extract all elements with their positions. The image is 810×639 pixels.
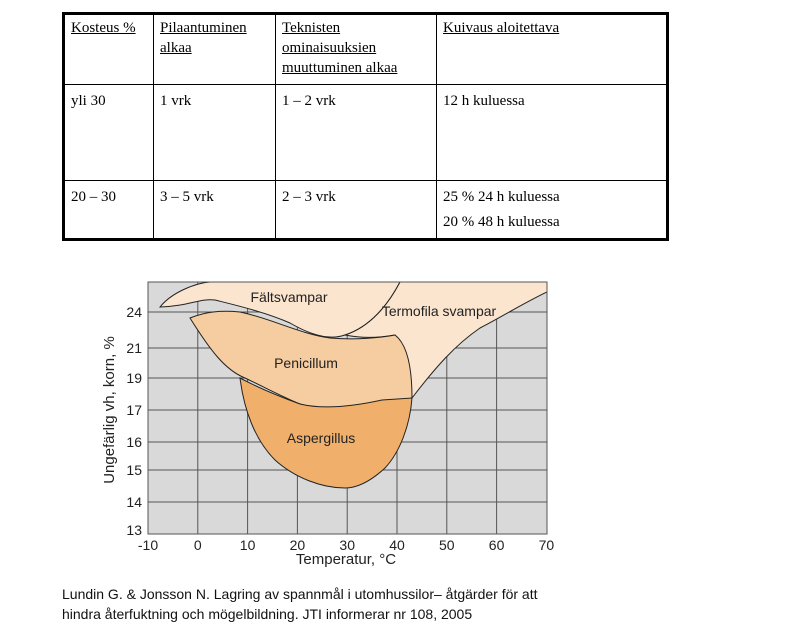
header-cell: Kuivaus aloitettava bbox=[436, 13, 668, 85]
y-tick-label: 16 bbox=[126, 434, 142, 450]
x-tick-label: 20 bbox=[290, 537, 306, 553]
caption-line: hindra återfuktning och mögelbildning. J… bbox=[62, 606, 473, 622]
y-tick-label: 17 bbox=[126, 402, 142, 418]
table-cell: 12 h kuluessa bbox=[436, 84, 668, 181]
x-tick-label: 0 bbox=[194, 537, 202, 553]
label-faltsvampar: Fältsvampar bbox=[250, 289, 327, 305]
x-tick-label: 50 bbox=[439, 537, 455, 553]
label-aspergillus: Aspergillus bbox=[287, 430, 355, 446]
cell-text: 20 – 30 bbox=[71, 189, 116, 205]
moisture-table: Kosteus % Pilaantuminen alkaa Teknisten om… bbox=[62, 12, 669, 241]
table-row: 20 – 30 3 – 5 vrk 2 – 3 vrk 25 % 24 h ku… bbox=[63, 180, 668, 240]
label-penicillum: Penicillum bbox=[274, 355, 338, 371]
label-termofila-svampar: Termofila svampar bbox=[382, 303, 497, 319]
header-cell: Pilaantuminen alkaa bbox=[153, 13, 276, 85]
header-cell: Teknisten ominaisuuksien muuttuminen alkaa bbox=[275, 13, 437, 85]
header-text: Kuivaus aloitettava bbox=[443, 20, 560, 36]
y-tick-label: 19 bbox=[126, 370, 142, 386]
y-tick-label: 13 bbox=[126, 522, 142, 538]
header-text: Kosteus % bbox=[71, 20, 136, 36]
x-tick-label: 30 bbox=[339, 537, 355, 553]
cell-text: 20 % 48 h kuluessa bbox=[443, 214, 560, 230]
cell-text: 1 vrk bbox=[160, 93, 192, 109]
header-text: ominaisuuksien bbox=[282, 40, 377, 56]
cell-text: yli 30 bbox=[71, 93, 106, 109]
source-caption: Lundin G. & Jonsson N. Lagring av spannm… bbox=[62, 584, 537, 624]
y-tick-label: 24 bbox=[126, 304, 142, 320]
header-text: Teknisten bbox=[282, 20, 341, 36]
cell-text: 12 h kuluessa bbox=[443, 93, 525, 109]
caption-line: Lundin G. & Jonsson N. Lagring av spannm… bbox=[62, 586, 538, 602]
y-tick-label: 14 bbox=[126, 494, 142, 510]
cell-text: 2 – 3 vrk bbox=[282, 189, 336, 205]
x-tick-label: -10 bbox=[138, 537, 158, 553]
table-cell: 3 – 5 vrk bbox=[153, 180, 276, 240]
y-tick-label: 15 bbox=[126, 462, 142, 478]
table-cell: 1 – 2 vrk bbox=[275, 84, 437, 181]
table-cell: yli 30 bbox=[63, 84, 154, 181]
y-tick-label: 21 bbox=[126, 340, 142, 356]
table-cell: 20 – 30 bbox=[63, 180, 154, 240]
table-cell: 2 – 3 vrk bbox=[275, 180, 437, 240]
cell-text: 3 – 5 vrk bbox=[160, 189, 214, 205]
x-tick-labels: -10 0 10 20 30 40 50 60 70 bbox=[138, 537, 555, 553]
table-cell: 1 vrk bbox=[153, 84, 276, 181]
cell-text: 1 – 2 vrk bbox=[282, 93, 336, 109]
cell-text: 25 % 24 h kuluessa bbox=[443, 189, 560, 205]
header-text: muuttuminen alkaa bbox=[282, 60, 398, 76]
x-tick-label: 70 bbox=[539, 537, 555, 553]
table-cell: 25 % 24 h kuluessa 20 % 48 h kuluessa bbox=[436, 180, 668, 240]
y-tick-labels: 13 14 15 16 17 19 21 24 bbox=[126, 304, 142, 538]
x-tick-label: 60 bbox=[489, 537, 505, 553]
header-text: Pilaantuminen bbox=[160, 20, 247, 36]
region-aspergillus bbox=[239, 377, 413, 489]
table-header-row: Kosteus % Pilaantuminen alkaa Teknisten om… bbox=[63, 13, 668, 85]
table-row: yli 30 1 vrk 1 – 2 vrk 12 h kuluessa bbox=[63, 84, 668, 181]
plot-frame bbox=[147, 281, 548, 535]
y-axis-label: Ungefärlig vh, korn, % bbox=[101, 336, 118, 484]
x-axis-label: Temperatur, °C bbox=[296, 551, 396, 568]
header-text: alkaa bbox=[160, 40, 192, 56]
header-cell: Kosteus % bbox=[63, 13, 154, 85]
x-tick-label: 40 bbox=[389, 537, 405, 553]
x-tick-label: 10 bbox=[240, 537, 256, 553]
